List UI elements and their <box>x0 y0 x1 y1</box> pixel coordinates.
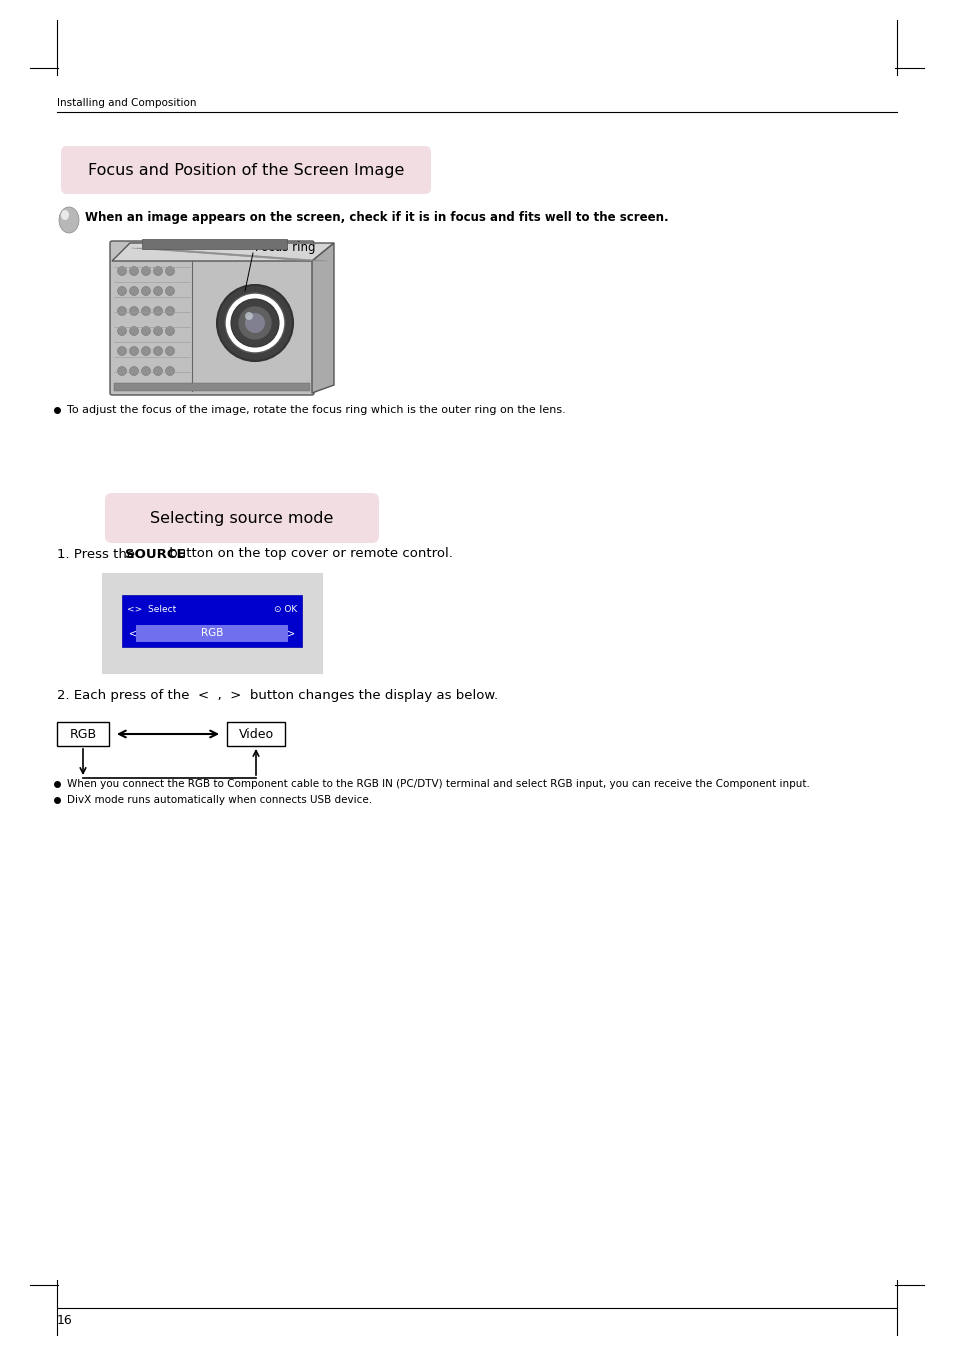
Circle shape <box>237 305 272 340</box>
Circle shape <box>117 327 127 335</box>
Text: Video: Video <box>238 727 274 740</box>
Circle shape <box>165 346 174 355</box>
Circle shape <box>231 299 278 347</box>
Circle shape <box>141 366 151 376</box>
Text: Installing and Composition: Installing and Composition <box>57 99 196 108</box>
FancyBboxPatch shape <box>122 594 302 647</box>
FancyBboxPatch shape <box>105 493 378 543</box>
Text: <>  Select: <> Select <box>127 604 176 613</box>
Circle shape <box>153 346 162 355</box>
Circle shape <box>130 307 138 316</box>
FancyBboxPatch shape <box>57 721 109 746</box>
FancyBboxPatch shape <box>102 573 322 673</box>
Text: SOURCE: SOURCE <box>125 547 185 561</box>
FancyBboxPatch shape <box>136 626 288 642</box>
Circle shape <box>117 366 127 376</box>
FancyBboxPatch shape <box>110 240 314 394</box>
Text: 1. Press the: 1. Press the <box>57 547 139 561</box>
Circle shape <box>153 327 162 335</box>
Circle shape <box>165 286 174 296</box>
Circle shape <box>165 327 174 335</box>
FancyBboxPatch shape <box>227 721 285 746</box>
Text: To adjust the focus of the image, rotate the focus ring which is the outer ring : To adjust the focus of the image, rotate… <box>67 405 565 415</box>
Circle shape <box>117 346 127 355</box>
Text: When you connect the RGB to Component cable to the RGB IN (PC/DTV) terminal and : When you connect the RGB to Component ca… <box>67 780 809 789</box>
Circle shape <box>117 286 127 296</box>
Circle shape <box>153 266 162 276</box>
Text: <: < <box>129 628 137 639</box>
FancyBboxPatch shape <box>61 146 431 195</box>
Ellipse shape <box>61 209 69 220</box>
Polygon shape <box>112 243 334 261</box>
Circle shape <box>141 266 151 276</box>
Text: button on the top cover or remote control.: button on the top cover or remote contro… <box>165 547 453 561</box>
Circle shape <box>141 307 151 316</box>
Circle shape <box>245 312 253 320</box>
Circle shape <box>245 313 265 332</box>
Circle shape <box>153 366 162 376</box>
Circle shape <box>117 266 127 276</box>
Text: 16: 16 <box>57 1313 72 1327</box>
Circle shape <box>165 366 174 376</box>
Circle shape <box>153 307 162 316</box>
Circle shape <box>130 366 138 376</box>
Circle shape <box>130 286 138 296</box>
Text: >: > <box>287 628 294 639</box>
Text: 2. Each press of the  <  ,  >  button changes the display as below.: 2. Each press of the < , > button change… <box>57 689 497 701</box>
Circle shape <box>153 286 162 296</box>
Text: Selecting source mode: Selecting source mode <box>151 511 334 526</box>
Circle shape <box>141 327 151 335</box>
Text: RGB: RGB <box>200 628 223 639</box>
FancyBboxPatch shape <box>113 382 310 392</box>
Circle shape <box>141 346 151 355</box>
Circle shape <box>216 285 293 361</box>
Circle shape <box>165 307 174 316</box>
Circle shape <box>117 307 127 316</box>
Circle shape <box>165 266 174 276</box>
Text: RGB: RGB <box>70 727 96 740</box>
Text: When an image appears on the screen, check if it is in focus and fits well to th: When an image appears on the screen, che… <box>85 212 668 224</box>
FancyBboxPatch shape <box>142 239 287 250</box>
Polygon shape <box>312 243 334 393</box>
Ellipse shape <box>59 207 79 232</box>
Text: Focus and Position of the Screen Image: Focus and Position of the Screen Image <box>88 162 404 177</box>
Circle shape <box>141 286 151 296</box>
Circle shape <box>130 346 138 355</box>
Circle shape <box>130 327 138 335</box>
Text: DivX mode runs automatically when connects USB device.: DivX mode runs automatically when connec… <box>67 794 372 805</box>
Circle shape <box>225 293 285 353</box>
Text: ⊙ OK: ⊙ OK <box>274 604 296 613</box>
Text: Focus ring: Focus ring <box>254 242 315 254</box>
Circle shape <box>130 266 138 276</box>
